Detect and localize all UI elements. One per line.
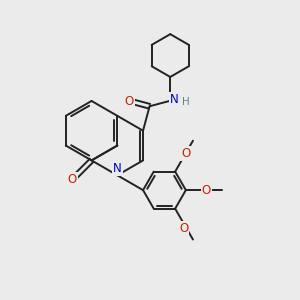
Text: O: O [68, 173, 77, 186]
Text: O: O [182, 147, 190, 160]
Text: O: O [202, 184, 211, 196]
Text: H: H [182, 97, 190, 107]
Text: O: O [179, 222, 188, 235]
Text: O: O [125, 95, 134, 108]
Text: N: N [170, 93, 179, 106]
Text: N: N [113, 162, 122, 175]
